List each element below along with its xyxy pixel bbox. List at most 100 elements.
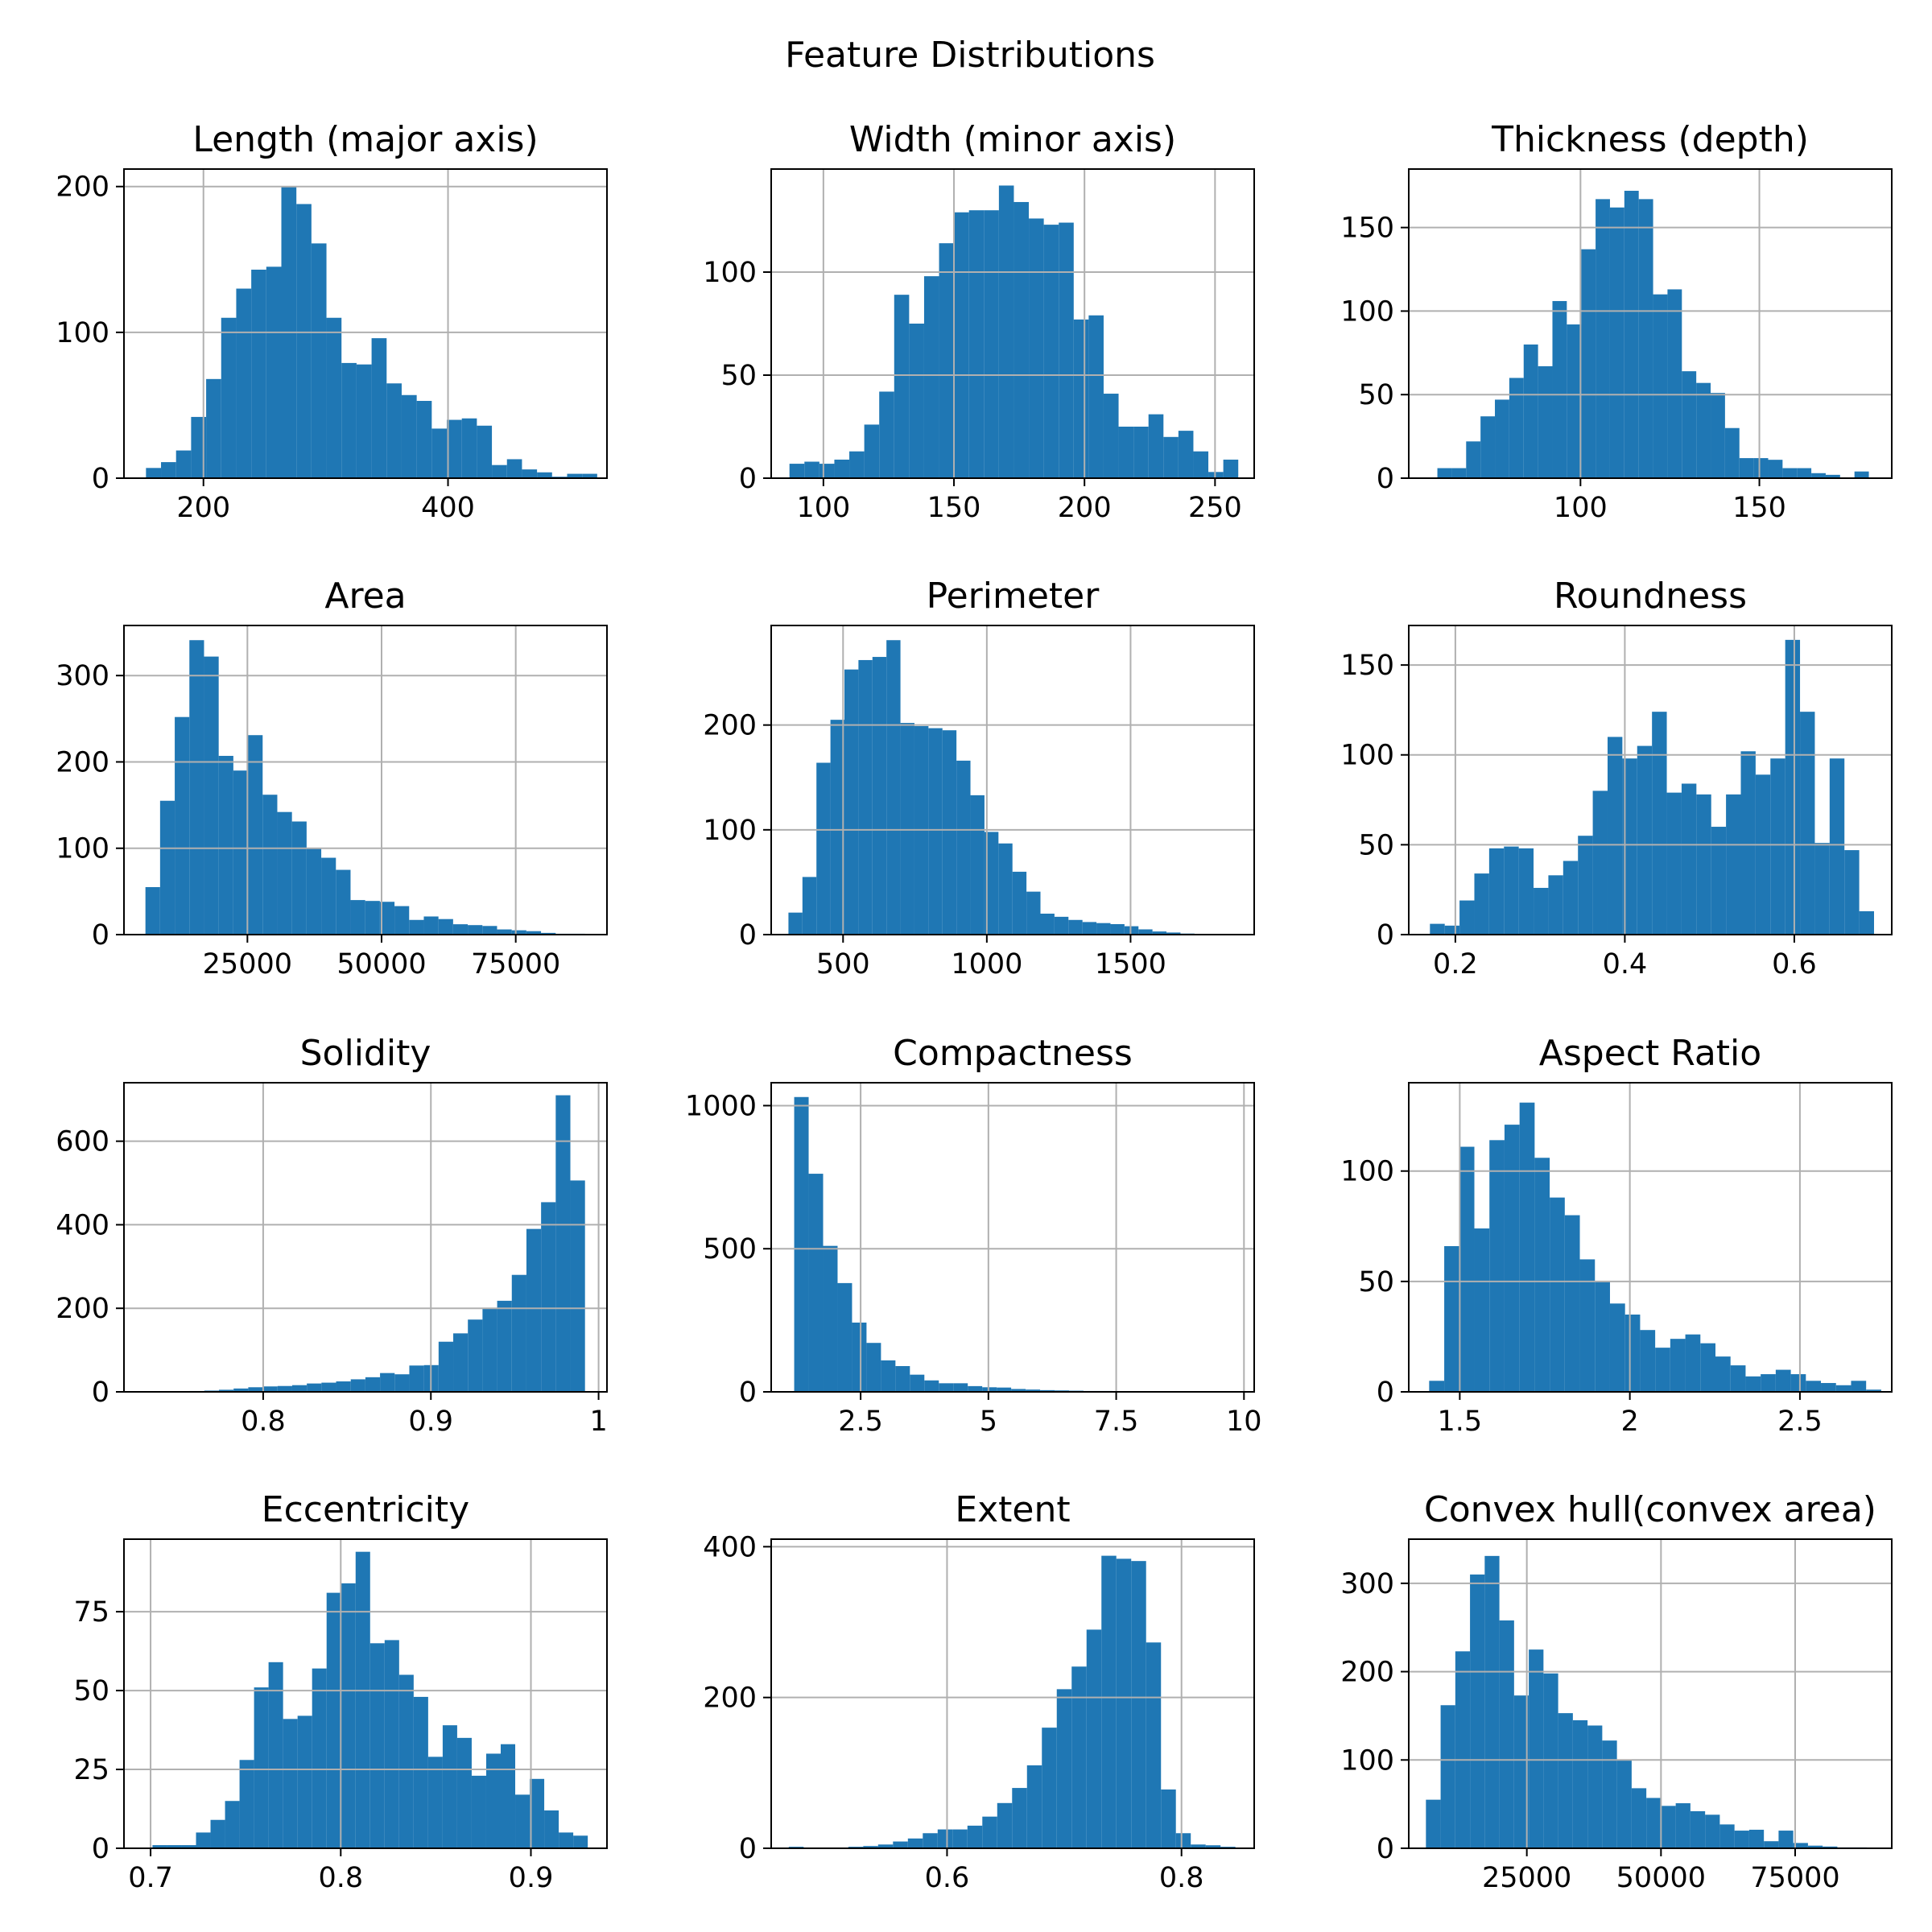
histogram-panel: 0.2 0.4 0.6 0 50 100 150 Roundness — [1340, 576, 1893, 980]
histogram-bar — [1538, 365, 1553, 478]
bars — [1426, 1555, 1867, 1848]
histogram-bar — [970, 795, 985, 935]
axes-frame — [1408, 625, 1893, 935]
histogram-bar — [559, 1832, 574, 1848]
histogram-bar — [1444, 925, 1460, 935]
histogram-bar — [1474, 873, 1489, 935]
histogram-bar — [877, 1844, 894, 1848]
grid — [124, 625, 607, 935]
histogram-bar — [1785, 639, 1801, 935]
histogram-bar — [283, 1719, 298, 1848]
histogram-bar — [893, 1841, 908, 1848]
histogram-bar — [834, 459, 850, 478]
histogram-bar — [1793, 1843, 1808, 1848]
histogram-bar — [239, 1760, 254, 1848]
histogram-bar — [1675, 1803, 1690, 1848]
histogram-bar — [485, 1753, 501, 1848]
y-tick-label: 100 — [56, 833, 109, 865]
histogram-bar — [1013, 201, 1030, 478]
histogram-bar — [1609, 1303, 1625, 1392]
histogram-bar — [1622, 758, 1637, 935]
histogram-bar — [1437, 468, 1452, 478]
x-tick-label: 10 — [1226, 1406, 1262, 1438]
subplot-title: Length (major axis) — [192, 119, 538, 160]
histogram-bar — [1103, 394, 1119, 478]
histogram-bar — [453, 1333, 469, 1392]
histogram-bar — [321, 857, 336, 935]
figure-title: Feature Distributions — [785, 35, 1155, 76]
x-tick-label: 0.6 — [1772, 948, 1817, 980]
x-tick-label: 75000 — [471, 948, 560, 980]
histogram-bar — [1724, 427, 1740, 478]
x-tick-label: 0.2 — [1433, 948, 1478, 980]
histogram-bar — [1768, 460, 1783, 478]
histogram-panel: 0.6 0.8 0 200 400 Extent — [703, 1489, 1255, 1894]
axes-frame — [770, 625, 1255, 935]
histogram-bar — [206, 378, 221, 478]
histogram-bar — [152, 1845, 167, 1848]
histogram-bar — [1138, 929, 1153, 935]
histogram-bar — [248, 1387, 263, 1392]
x-tick-label: 50000 — [336, 948, 426, 980]
histogram-bar — [251, 269, 266, 478]
bars — [788, 1555, 1236, 1848]
histogram-bar — [544, 1810, 559, 1848]
histogram-bar — [1534, 887, 1549, 935]
histogram-bar — [1118, 427, 1134, 478]
axes-frame — [1408, 1082, 1893, 1393]
histogram-bar — [1564, 1215, 1580, 1392]
histogram-bar — [1430, 923, 1445, 935]
x-tick-label: 1500 — [1095, 948, 1166, 980]
y-tick-label: 100 — [703, 257, 757, 289]
histogram-panel: 200 400 0 100 200 Length (major axis) — [56, 119, 608, 524]
histogram-panel: 100 150 200 250 0 50 100 Width (minor axis) — [703, 119, 1255, 524]
histogram-panel: 25000 50000 75000 0 100 200 300 Convex hull(con… — [1340, 1489, 1893, 1894]
bars — [1437, 190, 1869, 478]
y-tick-label: 0 — [739, 1833, 757, 1865]
histogram-bar — [1133, 427, 1149, 478]
y-tick-label: 500 — [703, 1233, 757, 1265]
histogram-bar — [191, 416, 207, 478]
histogram-bar — [1518, 848, 1534, 935]
histogram-bar — [1489, 1140, 1505, 1392]
histogram-bar — [1178, 431, 1194, 478]
histogram-bar — [1152, 931, 1167, 935]
histogram-bar — [1667, 289, 1682, 478]
y-tick-label: 50 — [1358, 829, 1394, 861]
histogram-bar — [1567, 324, 1582, 478]
subplot-title: Width (minor axis) — [849, 119, 1176, 160]
x-tick-label: 0.8 — [318, 1862, 363, 1894]
histogram-bar — [1700, 1343, 1715, 1392]
histogram-bar — [952, 1829, 968, 1848]
histogram-bar — [1563, 861, 1579, 935]
histogram-bar — [1012, 1788, 1027, 1848]
y-tick-label: 50 — [1358, 379, 1394, 411]
x-tick-label: 0.7 — [128, 1862, 173, 1894]
histogram-bar — [1711, 827, 1727, 935]
histogram-bar — [1624, 190, 1639, 478]
histogram-bar — [1042, 1728, 1057, 1848]
histogram-bar — [1466, 441, 1481, 478]
histogram-bar — [204, 656, 219, 935]
histogram-bar — [1778, 1831, 1794, 1848]
histogram-bar — [1748, 1829, 1765, 1848]
histogram-bar — [1844, 850, 1860, 935]
histogram-bar — [984, 832, 999, 935]
histogram-bar — [175, 450, 192, 478]
histogram-bar — [1806, 1381, 1822, 1392]
histogram-bar — [447, 419, 462, 478]
histogram-bar — [355, 1551, 370, 1848]
histogram-bar — [159, 800, 175, 935]
x-tick-label: 150 — [927, 492, 981, 524]
subplot-title: Eccentricity — [262, 1489, 469, 1530]
grid — [1409, 625, 1892, 935]
y-tick-label: 200 — [56, 1293, 109, 1325]
histogram-bar — [942, 730, 957, 935]
histogram-bar — [804, 461, 819, 478]
histogram-bar — [830, 720, 844, 935]
axes-frame — [123, 1538, 608, 1849]
histogram-bar — [1631, 1788, 1647, 1848]
y-tick-label: 0 — [92, 919, 109, 952]
histogram-bar — [1726, 794, 1741, 935]
histogram-bar — [167, 1845, 182, 1848]
